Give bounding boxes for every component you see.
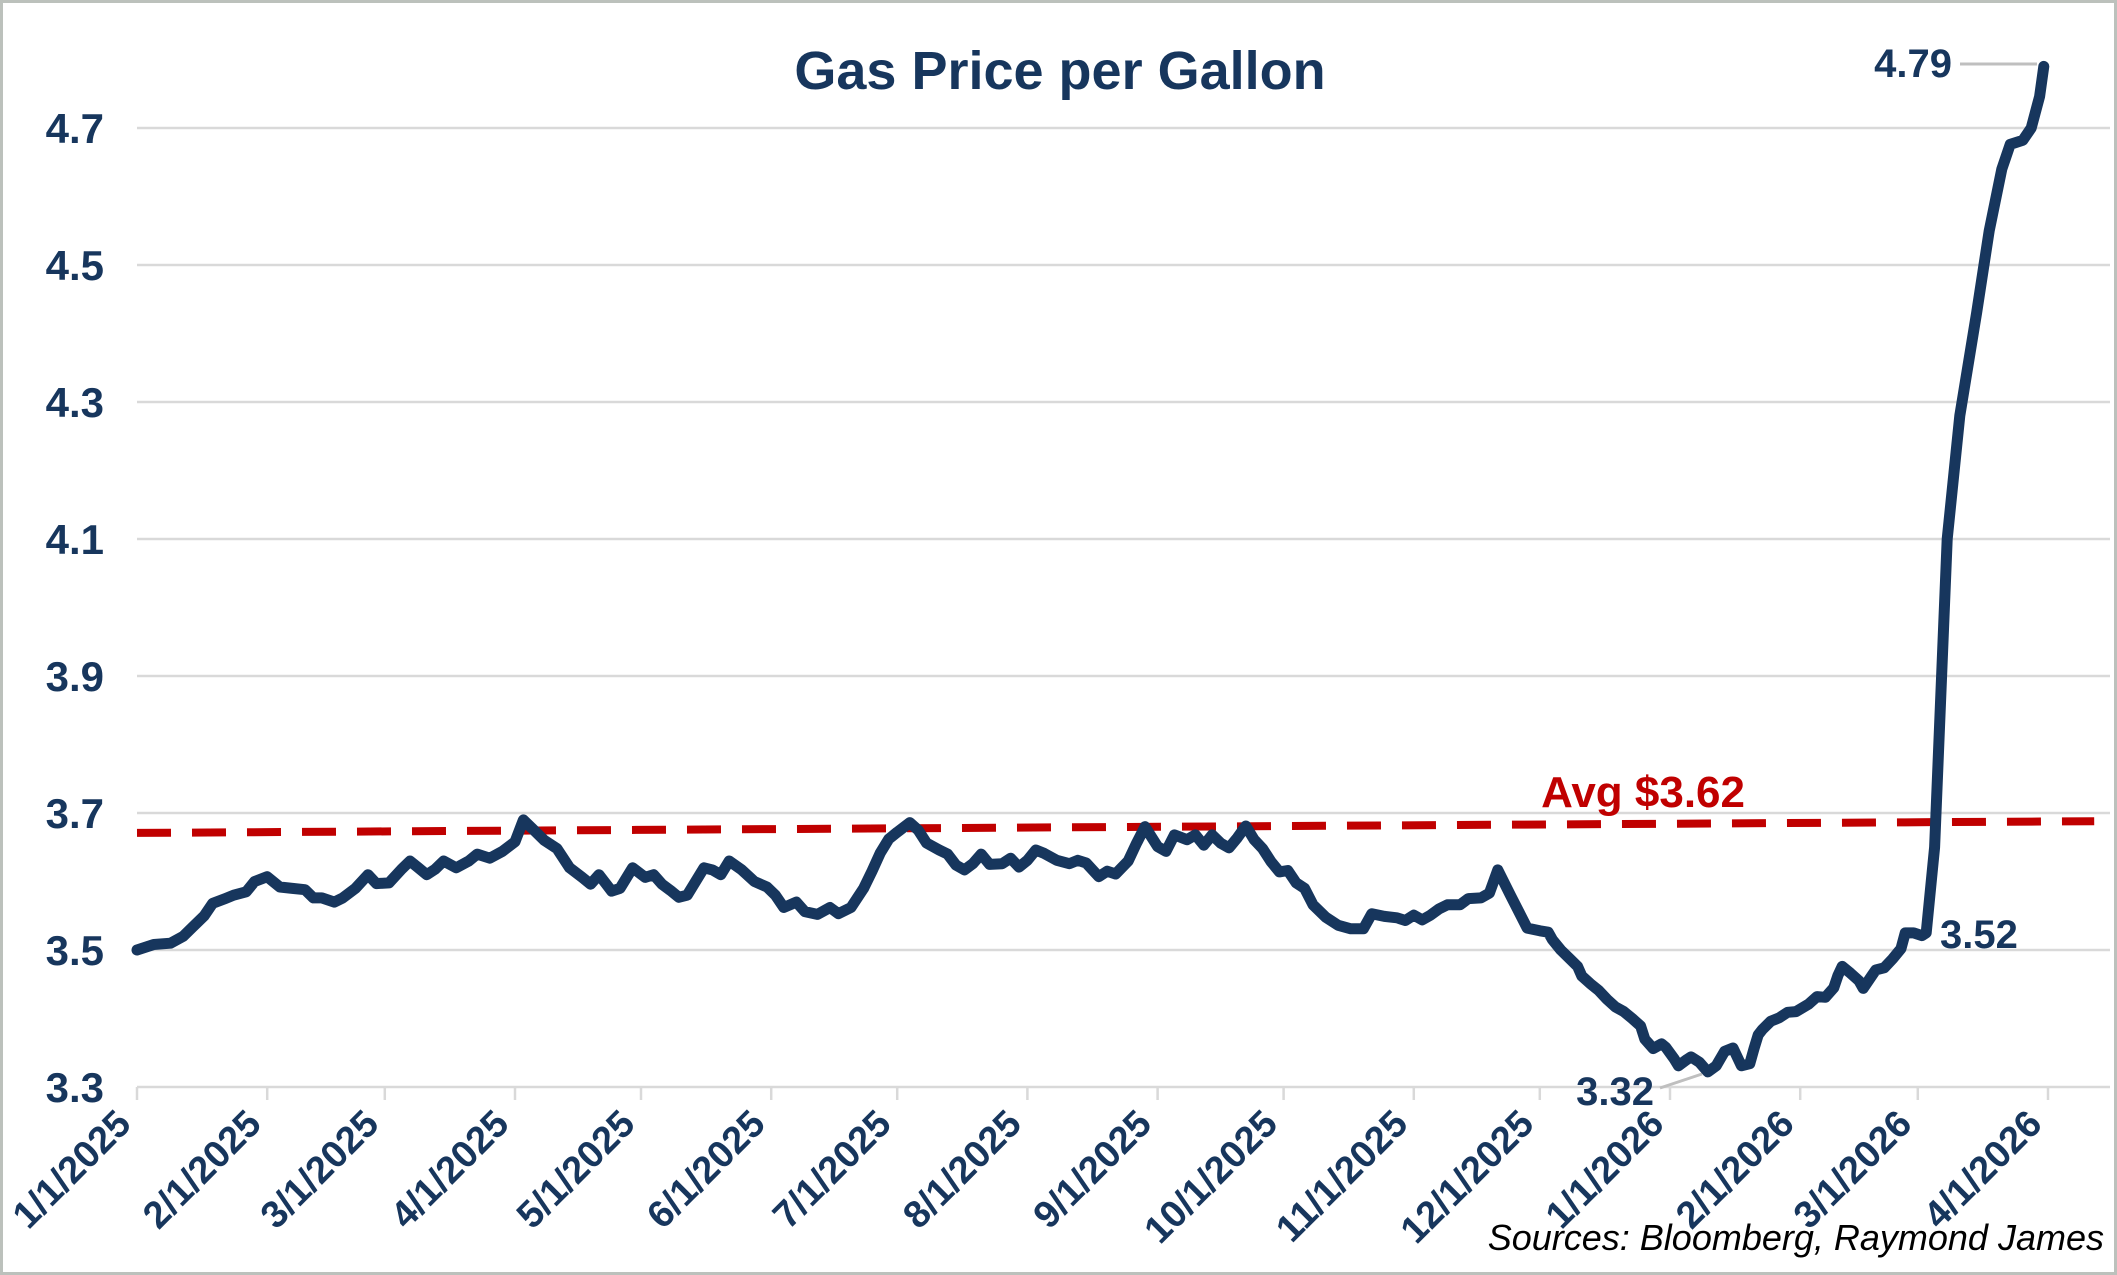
y-tick-label-4.5: 4.5 <box>46 242 104 289</box>
annotation-prespike-value: 3.52 <box>1940 913 2018 957</box>
y-tick-label-3.3: 3.3 <box>46 1064 104 1111</box>
x-tick-label-5/1/2025: 5/1/2025 <box>509 1103 643 1237</box>
y-tick-label-4.7: 4.7 <box>46 105 104 152</box>
x-tick-label-1/1/2025: 1/1/2025 <box>5 1103 139 1237</box>
x-tick-label-9/1/2025: 9/1/2025 <box>1026 1103 1160 1237</box>
callout-leader-line-332 <box>1659 1072 1703 1090</box>
chart-title: Gas Price per Gallon <box>794 41 1325 101</box>
average-dashed-line <box>136 817 2095 837</box>
x-tick-label-7/1/2025: 7/1/2025 <box>765 1103 899 1237</box>
x-tick-label-4/1/2025: 4/1/2025 <box>383 1103 517 1237</box>
x-tick-label-6/1/2025: 6/1/2025 <box>639 1103 773 1237</box>
y-axis-labels: 3.3 3.5 3.7 3.9 4.1 4.3 4.5 4.7 <box>46 105 104 1111</box>
annotation-low-value: 3.32 <box>1576 1070 1654 1114</box>
axis-tick-layer <box>135 1087 2050 1100</box>
y-tick-label-3.7: 3.7 <box>46 790 104 837</box>
x-tick-label-11/1/2025: 11/1/2025 <box>1268 1103 1416 1251</box>
x-tick-label-8/1/2025: 8/1/2025 <box>895 1103 1029 1237</box>
y-tick-label-4.3: 4.3 <box>46 379 104 426</box>
source-note: Sources: Bloomberg, Raymond James <box>1488 1217 2104 1258</box>
y-tick-label-3.9: 3.9 <box>46 653 104 700</box>
annotation-peak-value: 4.79 <box>1874 42 1952 86</box>
average-line-label: Avg $3.62 <box>1541 768 1745 817</box>
y-tick-label-4.1: 4.1 <box>46 516 104 563</box>
gridline-layer <box>137 126 2110 1089</box>
x-tick-label-3/1/2025: 3/1/2025 <box>253 1103 387 1237</box>
y-tick-label-3.5: 3.5 <box>46 927 104 974</box>
x-tick-label-10/1/2025: 10/1/2025 <box>1137 1103 1286 1252</box>
gas-price-series-line <box>131 60 2050 1078</box>
x-tick-label-2/1/2025: 2/1/2025 <box>135 1103 269 1237</box>
